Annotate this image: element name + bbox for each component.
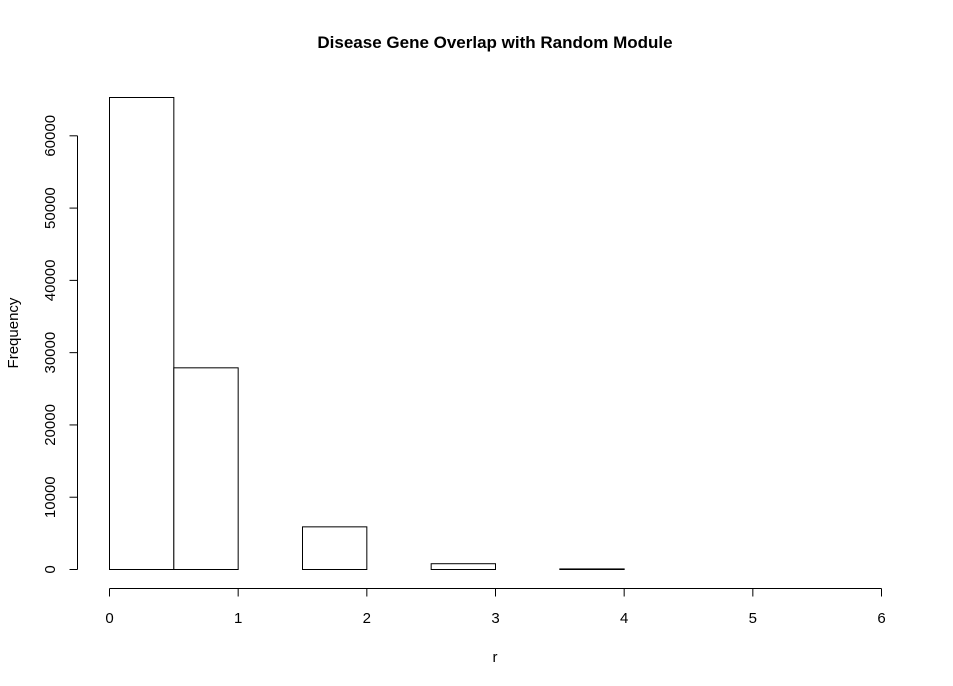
y-tick-label: 60000 (42, 115, 59, 157)
histogram-bar (109, 97, 175, 570)
x-tick-label: 1 (234, 610, 242, 627)
x-tick-label: 4 (620, 610, 628, 627)
histogram-bar (173, 367, 239, 570)
histogram-bar (430, 563, 496, 571)
y-tick-label: 20000 (42, 404, 59, 446)
y-tick-label: 40000 (42, 260, 59, 302)
y-axis: 0 10000 20000 30000 40000 50000 60000 (42, 115, 78, 574)
x-tick-label: 5 (749, 610, 757, 627)
histogram-bar (302, 526, 368, 571)
histogram-bar (559, 568, 625, 571)
histogram-bars (109, 97, 625, 571)
x-tick-label: 2 (363, 610, 371, 627)
x-tick-label: 0 (105, 610, 113, 627)
x-axis: 0 1 2 3 4 5 6 (105, 588, 886, 627)
x-tick-label: 6 (877, 610, 885, 627)
y-tick-label: 10000 (42, 476, 59, 518)
y-tick-label: 30000 (42, 332, 59, 374)
x-tick-label: 3 (491, 610, 499, 627)
x-axis-label: r (493, 649, 498, 666)
y-tick-label: 0 (42, 565, 59, 573)
y-tick-label: 50000 (42, 187, 59, 229)
chart-title: Disease Gene Overlap with Random Module (317, 33, 672, 52)
y-axis-label: Frequency (5, 297, 22, 368)
